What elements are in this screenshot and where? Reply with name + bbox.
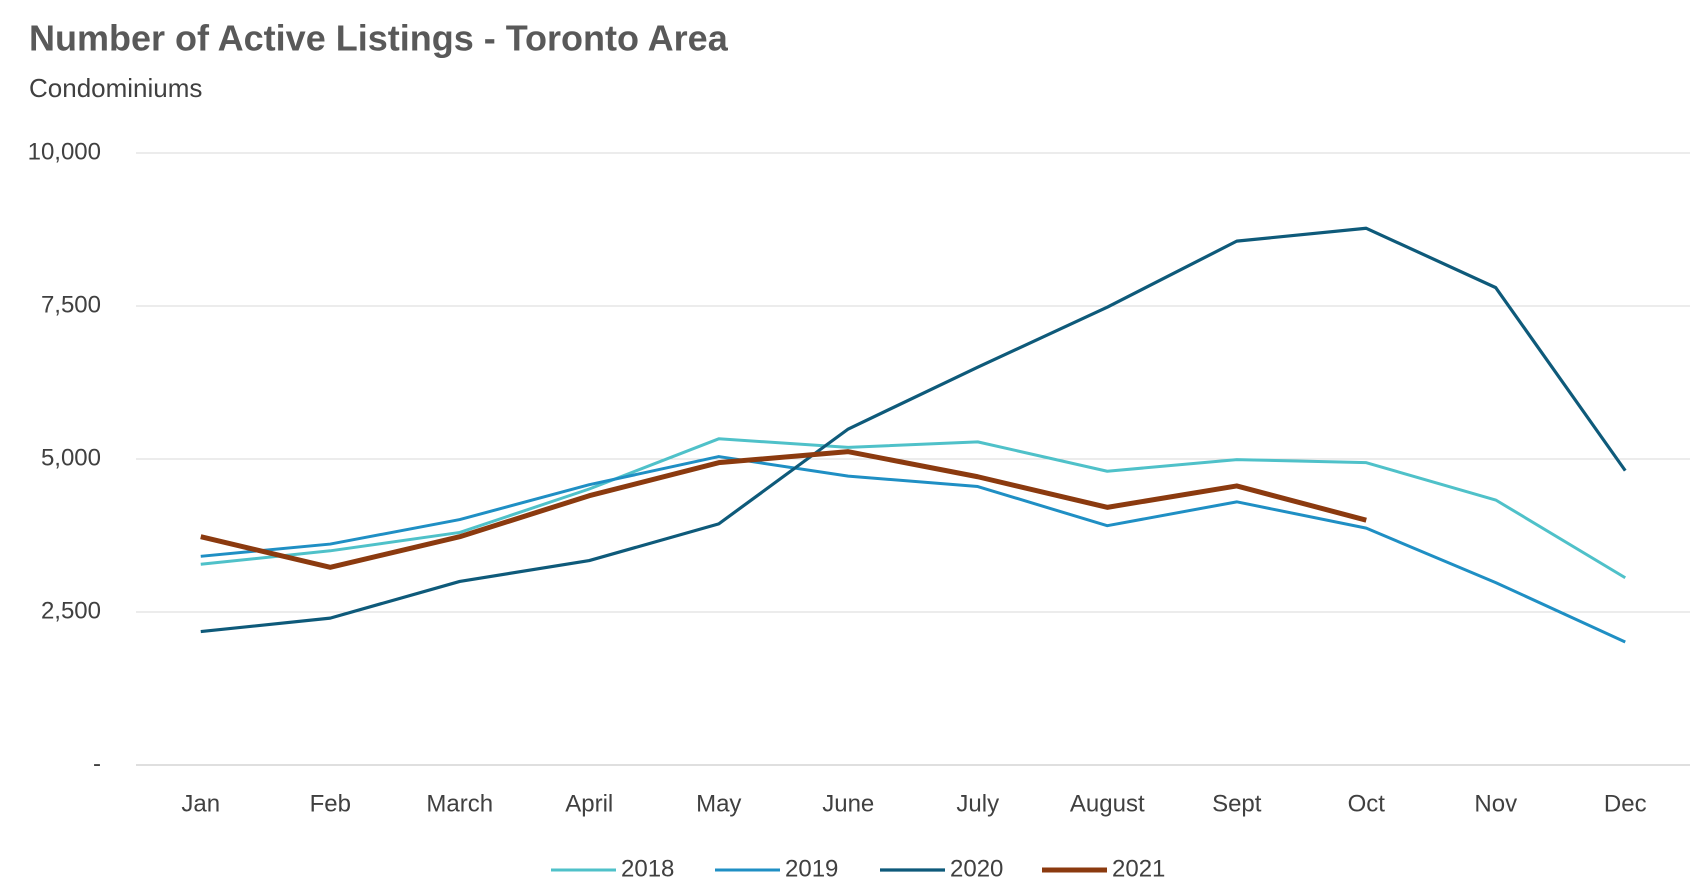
legend-label: 2019 [785, 855, 838, 882]
y-tick-label: 10,000 [28, 138, 101, 165]
legend-label: 2021 [1112, 855, 1165, 882]
series-line [200, 449, 1367, 570]
x-tick-label: June [822, 790, 874, 817]
y-tick-label: - [93, 750, 101, 777]
x-tick-label: August [1070, 790, 1145, 817]
chart-title: Number of Active Listings - Toronto Area [29, 18, 729, 59]
x-tick-label: May [696, 790, 741, 817]
x-tick-label: March [426, 790, 493, 817]
x-tick-label: Oct [1348, 790, 1386, 817]
x-tick-label: Jan [181, 790, 220, 817]
chart-subtitle: Condominiums [29, 73, 202, 103]
series-line [200, 455, 1626, 644]
y-tick-label: 2,500 [41, 597, 101, 624]
x-tick-label: Sept [1212, 790, 1262, 817]
legend-label: 2018 [621, 855, 674, 882]
x-tick-label: Dec [1604, 790, 1647, 817]
y-tick-label: 7,500 [41, 291, 101, 318]
legend-label: 2020 [950, 855, 1003, 882]
x-tick-label: Nov [1474, 790, 1517, 817]
series-line [200, 226, 1627, 634]
x-tick-label: Feb [310, 790, 351, 817]
series-line [200, 437, 1627, 580]
x-tick-label: April [565, 790, 613, 817]
y-tick-label: 5,000 [41, 444, 101, 471]
x-tick-label: July [956, 790, 999, 817]
